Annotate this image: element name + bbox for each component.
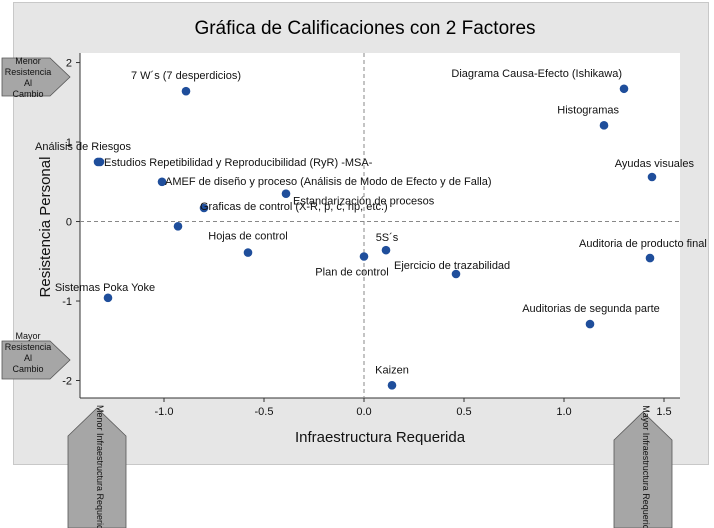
data-point — [387, 380, 397, 390]
x-tick-label: -0.5 — [255, 406, 274, 418]
arrow-bottom-left-label: Mayor Resistencia Al Cambio — [5, 331, 52, 374]
y-tick-label: 0 — [66, 217, 72, 229]
x-tick-label: 0.5 — [456, 406, 471, 418]
data-point — [243, 248, 253, 257]
data-point — [585, 319, 595, 329]
x-tick-label: 1.0 — [556, 406, 571, 418]
data-point — [381, 245, 391, 255]
data-point-label: AMEF de diseño y proceso (Análisis de Mo… — [165, 176, 492, 188]
data-point-label: Análisis de Riesgos — [35, 141, 131, 153]
data-point — [645, 253, 655, 263]
y-tick-label: 1 — [66, 137, 72, 149]
data-point-label: Estudios Repetibilidad y Reproducibilida… — [104, 157, 373, 169]
data-point — [281, 189, 291, 199]
data-point — [647, 172, 657, 182]
data-point-label: Diagrama Causa-Efecto (Ishikawa) — [451, 68, 622, 80]
data-point — [95, 157, 105, 167]
data-point-label: Auditoria de producto final — [579, 238, 707, 250]
data-point-label: Ejercicio de trazabilidad — [394, 260, 510, 272]
data-points — [93, 84, 657, 390]
arrow-top-left: Menor Resistencia Al Cambio — [1, 56, 71, 99]
data-point-label: Estandarización de procesos — [293, 196, 435, 208]
data-point-label: 7 W´s (7 desperdicios) — [131, 70, 241, 82]
data-point — [619, 84, 629, 94]
y-tick-label: -1 — [62, 296, 72, 308]
arrow-top-left-label: Menor Resistencia Al Cambio — [5, 56, 52, 99]
x-axis-label: Infraestructura Requerida — [295, 429, 466, 446]
data-point-label: Hojas de control — [208, 231, 288, 243]
data-point — [103, 293, 113, 303]
data-point — [173, 221, 183, 231]
data-point-label: Graficas de control (X-R, p, c, np, etc.… — [200, 201, 388, 213]
y-tick-label: 2 — [66, 58, 72, 70]
data-point-label: Auditorias de segunda parte — [522, 303, 660, 315]
reference-lines — [80, 53, 680, 398]
data-point-label: Ayudas visuales — [615, 158, 695, 170]
data-point — [181, 86, 191, 96]
data-point — [359, 252, 369, 261]
data-point-label: Sistemas Poka Yoke — [55, 282, 155, 294]
data-point-label: Histogramas — [557, 104, 619, 116]
arrow-bottom-x-left-label: Menor Infraestructura Requerida — [95, 405, 105, 528]
data-point — [199, 203, 209, 213]
arrow-bottom-left: Mayor Resistencia Al Cambio — [1, 331, 71, 380]
data-point — [157, 177, 167, 187]
point-labels: 7 W´s (7 desperdicios) Diagrama Causa-Efe… — [35, 68, 707, 377]
y-tick-label: -2 — [62, 376, 72, 388]
arrow-bottom-x-left: Menor Infraestructura Requerida — [67, 405, 127, 528]
chart-title: Gráfica de Calificaciones con 2 Factores — [194, 18, 536, 39]
x-tick-label: 0.0 — [356, 406, 371, 418]
data-point — [599, 121, 609, 130]
axes: -1.0 -0.5 0.0 0.5 1.0 1.5 -2 -1 0 1 2 — [62, 53, 680, 418]
x-tick-label: 1.5 — [656, 406, 671, 418]
arrow-bottom-x-right: Mayor Infraestructura Requerida — [613, 405, 673, 528]
data-point-label: Plan de control — [315, 267, 388, 279]
data-point-label: 5S´s — [376, 232, 399, 244]
data-point-label: Kaizen — [375, 364, 409, 376]
x-tick-label: -1.0 — [155, 406, 174, 418]
arrow-bottom-x-right-label: Mayor Infraestructura Requerida — [641, 405, 651, 528]
data-point — [451, 269, 461, 279]
y-axis-label: Resistencia Personal — [37, 157, 54, 298]
